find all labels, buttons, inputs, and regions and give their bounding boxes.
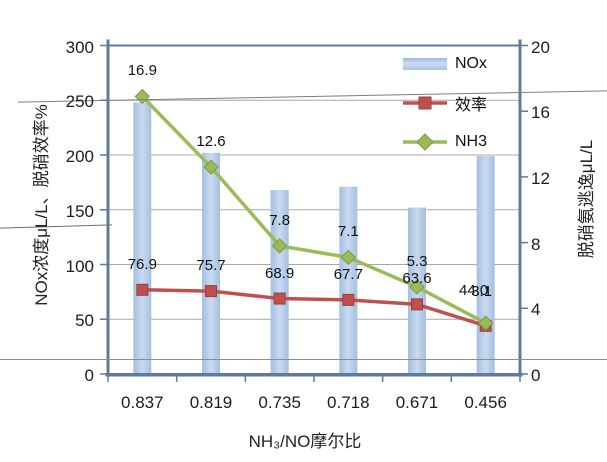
nox-bar-swatch: [402, 52, 448, 76]
efficiency-marker: [411, 298, 423, 311]
efficiency-marker: [136, 283, 149, 296]
nox-bar: [270, 190, 289, 374]
x-axis-title: NH₃/NO摩尔比: [248, 432, 362, 451]
legend-item-nox: NOx: [402, 52, 487, 76]
legend-label-efficiency: 效率: [455, 97, 488, 114]
legend-label-nox: NOx: [455, 55, 487, 72]
efficiency-marker: [273, 292, 286, 305]
efficiency-line-swatch: [402, 91, 448, 115]
efficiency-marker: [342, 293, 355, 306]
efficiency-marker: [205, 285, 217, 298]
nox-bar: [202, 152, 220, 374]
nh3-marker: [409, 279, 425, 295]
nh3-marker: [203, 159, 219, 175]
nh3-marker: [134, 88, 151, 105]
y-axis-left-title: NOx浓度μL/L、脱硝效率%: [32, 104, 51, 306]
legend-item-nh3: NH3: [402, 130, 487, 154]
artifact-line-bottom: [0, 359, 607, 360]
nh3-line-swatch: [402, 130, 448, 154]
nh3-line: [141, 95, 487, 325]
nh3-marker: [477, 315, 494, 331]
nox-bar: [476, 156, 495, 374]
nh3-marker: [271, 238, 288, 254]
nox-bar: [133, 102, 152, 374]
nh3-marker: [340, 249, 357, 266]
nox-bar: [339, 186, 358, 374]
y-axis-right-title: 脱硝氨逃逸μL/L: [577, 139, 596, 259]
legend-item-efficiency: 效率: [402, 91, 487, 115]
legend-label-nh3: NH3: [455, 133, 488, 150]
efficiency-line: [142, 288, 487, 328]
